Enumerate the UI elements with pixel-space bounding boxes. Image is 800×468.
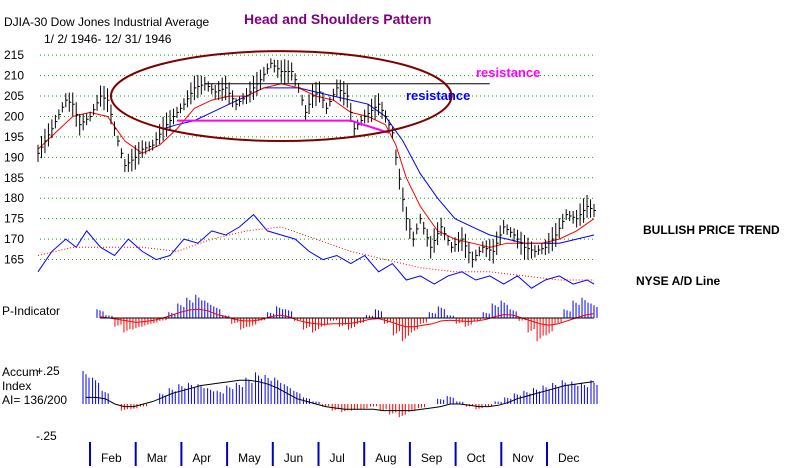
accum-label-line1: Accum: [2, 365, 39, 379]
price-y-tick-label: 210: [4, 69, 24, 83]
month-tick-label: Jul: [330, 451, 345, 465]
month-tick-label: May: [238, 451, 261, 465]
annotation-layer: [109, 50, 490, 143]
nyse-ad-line-label: NYSE A/D Line: [636, 274, 721, 288]
price-y-tick-label: 190: [4, 150, 24, 164]
x-axis-months: Feb Mar Apr May Jun Jul Aug Sep Oct Nov Dec: [89, 442, 579, 466]
resistance-label-top: resistance: [476, 65, 540, 80]
p-indicator-average: [99, 308, 595, 328]
price-y-tick-label: 180: [4, 191, 24, 205]
price-y-tick-label: 205: [4, 89, 24, 103]
chart-header-name: DJIA-30 Dow Jones Industrial Average: [4, 15, 210, 29]
chart-title: Head and Shoulders Pattern: [244, 11, 431, 27]
month-tick-label: Jun: [284, 451, 303, 465]
grid-layer: [40, 54, 594, 261]
accum-label-line2: Index: [2, 379, 31, 393]
price-y-tick-label: 165: [4, 253, 24, 267]
head-shoulders-ellipse: [109, 50, 453, 143]
price-y-tick-label: 195: [4, 130, 24, 144]
month-tick-label: Dec: [558, 451, 579, 465]
month-tick-label: Apr: [192, 451, 211, 465]
month-tick-label: Aug: [375, 451, 396, 465]
accum-y-tick-label: -.25: [36, 429, 57, 443]
bullish-price-trend-label: BULLISH PRICE TREND: [643, 223, 780, 237]
month-tick-label: Feb: [101, 451, 122, 465]
y-tick-labels: 215 210 205 200 195 190 185 180 175 170 165 +.25 -.2…: [4, 48, 60, 443]
accum-y-tick-label: +.25: [36, 364, 60, 378]
ad-line-moving-average: [37, 226, 594, 281]
price-y-tick-label: 215: [4, 48, 24, 62]
djia-red-moving-average: [37, 83, 595, 248]
price-y-tick-label: 185: [4, 171, 24, 185]
price-y-tick-label: 175: [4, 212, 24, 226]
month-tick-label: Oct: [467, 451, 486, 465]
series-layer: [37, 58, 598, 418]
price-y-tick-label: 170: [4, 232, 24, 246]
month-tick-label: Nov: [512, 451, 533, 465]
p-indicator-label: P-Indicator: [2, 304, 60, 318]
neckline-slope: [350, 119, 390, 134]
month-tick-label: Mar: [147, 451, 168, 465]
accum-label-line3: AI= 136/200: [2, 393, 67, 407]
resistance-label-mid: resistance: [406, 88, 470, 103]
djia-blue-moving-average: [162, 87, 595, 244]
month-tick-label: Sep: [421, 451, 443, 465]
chart-header-range: 1/ 2/ 1946- 12/ 31/ 1946: [44, 32, 172, 46]
ad-line-series: [37, 213, 595, 289]
price-y-tick-label: 200: [4, 109, 24, 123]
accum-index-average: [86, 379, 595, 412]
